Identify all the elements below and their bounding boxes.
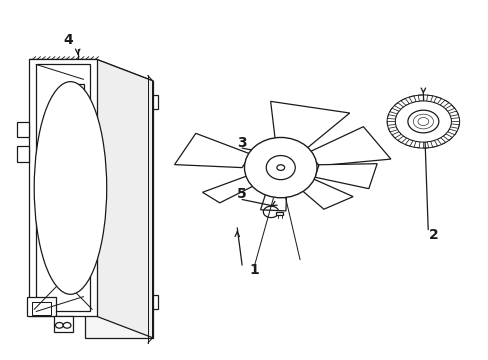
Polygon shape: [260, 186, 286, 211]
Polygon shape: [174, 133, 251, 168]
Polygon shape: [29, 59, 97, 316]
Text: 2: 2: [428, 228, 438, 242]
Polygon shape: [314, 164, 376, 189]
Ellipse shape: [244, 138, 316, 198]
Polygon shape: [405, 139, 412, 146]
Circle shape: [276, 165, 284, 170]
Polygon shape: [53, 316, 73, 332]
Polygon shape: [400, 99, 408, 105]
Text: 3: 3: [237, 136, 246, 150]
Polygon shape: [202, 176, 258, 203]
Polygon shape: [448, 111, 457, 116]
Polygon shape: [17, 146, 29, 162]
Polygon shape: [417, 95, 423, 101]
Polygon shape: [270, 102, 349, 150]
Polygon shape: [386, 122, 395, 125]
Polygon shape: [275, 212, 283, 215]
Polygon shape: [389, 108, 398, 114]
Polygon shape: [445, 105, 454, 111]
Polygon shape: [442, 134, 451, 140]
Polygon shape: [270, 152, 280, 156]
Polygon shape: [386, 114, 395, 119]
Polygon shape: [307, 127, 390, 166]
Polygon shape: [17, 122, 29, 138]
Circle shape: [55, 323, 63, 328]
Polygon shape: [27, 297, 56, 316]
Circle shape: [63, 323, 71, 328]
Polygon shape: [397, 136, 406, 143]
Polygon shape: [29, 59, 152, 81]
Text: 4: 4: [63, 33, 73, 47]
Polygon shape: [393, 103, 403, 109]
Polygon shape: [152, 95, 158, 109]
Polygon shape: [65, 84, 84, 100]
Polygon shape: [436, 138, 445, 144]
Polygon shape: [423, 142, 427, 148]
Polygon shape: [413, 141, 419, 148]
Ellipse shape: [265, 156, 295, 180]
Polygon shape: [430, 140, 437, 147]
Polygon shape: [387, 127, 397, 132]
Polygon shape: [439, 100, 448, 107]
Circle shape: [407, 110, 438, 133]
Polygon shape: [449, 124, 458, 129]
Text: 5: 5: [237, 187, 246, 201]
Polygon shape: [85, 81, 152, 338]
Text: 1: 1: [249, 264, 259, 278]
Polygon shape: [32, 302, 51, 315]
Polygon shape: [447, 129, 456, 135]
Polygon shape: [426, 95, 432, 102]
Circle shape: [394, 101, 450, 142]
Polygon shape: [450, 118, 459, 122]
Ellipse shape: [34, 82, 106, 294]
Polygon shape: [97, 59, 152, 338]
Polygon shape: [152, 295, 158, 309]
Polygon shape: [265, 151, 270, 157]
Polygon shape: [296, 179, 352, 209]
Polygon shape: [433, 97, 441, 104]
Polygon shape: [391, 132, 401, 138]
Polygon shape: [408, 96, 415, 103]
